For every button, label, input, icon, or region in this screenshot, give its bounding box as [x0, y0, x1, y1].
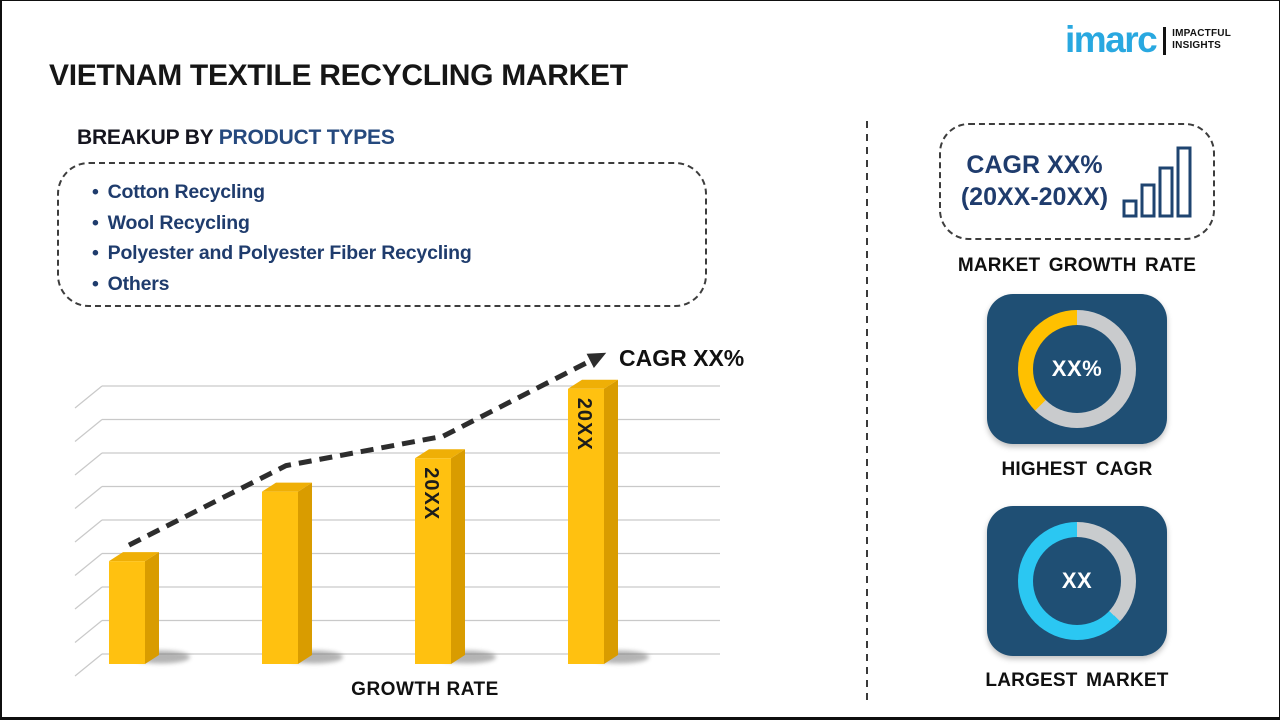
bullet-icon: • — [92, 211, 99, 234]
growth-bars-icon — [1122, 146, 1192, 217]
list-item: • Cotton Recycling — [92, 177, 685, 208]
list-item-label: Polyester and Polyester Fiber Recycling — [107, 242, 472, 264]
product-types-list: • Cotton Recycling • Wool Recycling • Polyest… — [92, 177, 685, 299]
list-item-label: Others — [107, 272, 170, 295]
market-growth-rate-label: MARKET GROWTH RATE — [957, 255, 1197, 276]
highest-cagr-label: HIGHEST CAGR — [1001, 459, 1153, 480]
list-item-label: Cotton Recycling — [107, 181, 265, 203]
svg-text:20XX: 20XX — [420, 467, 442, 520]
vertical-dashed-divider — [866, 121, 868, 705]
bullet-icon: • — [92, 242, 99, 264]
bullet-icon: • — [92, 181, 99, 203]
cagr-annotation: CAGR XX% — [619, 345, 744, 371]
logo-tagline: IMPACTFUL INSIGHTS — [1172, 28, 1231, 51]
x-axis-label: GROWTH RATE — [351, 679, 499, 700]
svg-text:20XX: 20XX — [573, 398, 595, 451]
breakup-heading-highlight: PRODUCT TYPES — [218, 126, 395, 149]
list-item: • Polyester and Polyester Fiber Recycling — [92, 238, 685, 269]
imarc-wordmark: imarc — [1064, 19, 1158, 60]
highest-cagr-donut: XX% — [1018, 310, 1136, 428]
breakup-heading-prefix: BREAKUP BY — [77, 126, 219, 149]
bullet-icon: • — [92, 272, 99, 295]
cagr-summary-text: CAGR XX% (20XX-20XX) — [960, 151, 1109, 211]
growth-bar-chart: 20XX 20XX CAGR XX% GROWTH RATE — [57, 334, 747, 706]
largest-market-value: XX — [1033, 537, 1121, 625]
cagr-summary-box: CAGR XX% (20XX-20XX) — [939, 123, 1215, 240]
list-item-label: Wool Recycling — [107, 211, 250, 234]
logo-divider — [1163, 27, 1167, 55]
largest-market-donut: XX — [1018, 522, 1136, 640]
product-types-box: • Cotton Recycling • Wool Recycling • Polyest… — [57, 162, 707, 307]
highest-cagr-value: XX% — [1033, 325, 1121, 413]
largest-market-label: LARGEST MARKET — [985, 670, 1169, 691]
page-title: VIETNAM TEXTILE RECYCLING MARKET — [49, 59, 628, 92]
imarc-logo: imarc IMPACTFUL INSIGHTS — [1064, 19, 1231, 60]
largest-market-card: XX — [987, 506, 1167, 656]
breakup-heading: BREAKUP BY PRODUCT TYPES — [77, 126, 395, 150]
bar-chart-svg: 20XX 20XX CAGR XX% GROWTH RATE — [74, 345, 744, 700]
list-item: • Others — [92, 269, 685, 300]
list-item: • Wool Recycling — [92, 208, 685, 239]
highest-cagr-card: XX% — [987, 294, 1167, 444]
